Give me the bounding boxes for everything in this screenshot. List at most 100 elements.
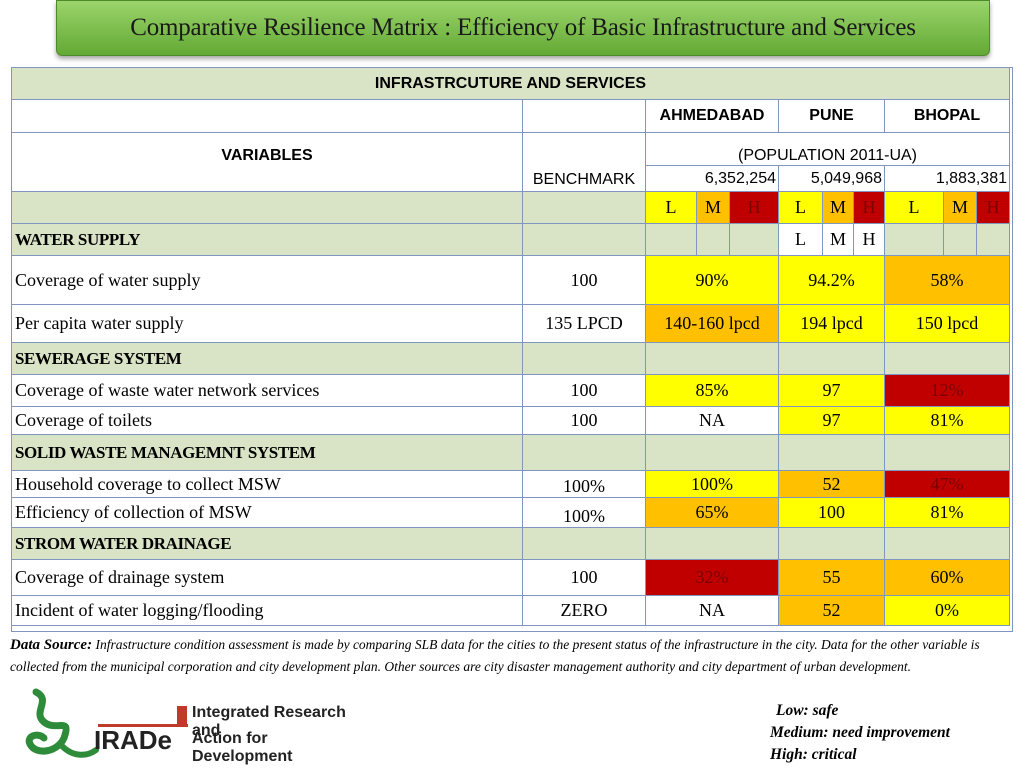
scale-medium: M [944,192,977,224]
legend: Low: safe Medium: need improvement High:… [770,700,950,766]
city-pune-header: PUNE [779,100,885,133]
logo-line1: Integrated Research and [192,704,346,739]
empty-cell [885,435,1010,471]
benchmark-flooding: ZERO [523,596,646,626]
empty-cell [523,100,646,133]
bhopal-drainage: 60% [885,560,1010,596]
row-label-drainage: Coverage of drainage system [12,560,523,596]
row-label-per-capita: Per capita water supply [12,305,523,343]
bhopal-msw-coverage: 47% [885,471,1010,498]
bhopal-flooding: 0% [885,596,1010,626]
benchmark-wastewater: 100 [523,375,646,407]
bhopal-wastewater: 12% [885,375,1010,407]
empty-cell [523,224,646,256]
empty-cell [523,528,646,560]
resilience-matrix-table: INFRASTRCUTURE AND SERVICES AHMEDABAD PU… [11,67,1013,632]
irade-emblem-icon [25,688,99,758]
city-ahmedabad-header: AHMEDABAD [646,100,779,133]
benchmark-per-capita: 135 LPCD [523,305,646,343]
empty-cell [885,343,1010,375]
empty-cell [885,224,944,256]
section-solid-waste: SOLID WASTE MANAGEMNT SYSTEM [12,435,523,471]
scale-medium: M [697,192,730,224]
ahmedabad-flooding: NA [646,596,779,626]
pune-msw-coverage: 52 [779,471,885,498]
empty-cell [885,528,1010,560]
empty-cell [730,224,779,256]
row-label-toilets: Coverage of toilets [12,407,523,435]
empty-cell [779,343,885,375]
bhopal-msw-efficiency: 81% [885,498,1010,528]
pune-per-capita: 194 lpcd [779,305,885,343]
benchmark-toilets: 100 [523,407,646,435]
ahmedabad-msw-coverage: 100% [646,471,779,498]
benchmark-drainage: 100 [523,560,646,596]
pune-water-coverage: 94.2% [779,256,885,305]
bhopal-water-coverage: 58% [885,256,1010,305]
logo-line2: Action for Development [192,730,293,765]
logo-red-bar [177,706,187,724]
row-label-msw-coverage: Household coverage to collect MSW [12,471,523,498]
section-sewerage: SEWERAGE SYSTEM [12,343,523,375]
ahmedabad-drainage: 32% [646,560,779,596]
pune-scale-medium: M [823,224,854,256]
empty-cell [646,528,779,560]
empty-cell [697,224,730,256]
logo-red-rule [98,724,188,727]
ahmedabad-water-coverage: 90% [646,256,779,305]
section-water-supply: WATER SUPPLY [12,224,523,256]
scale-high: H [977,192,1010,224]
scale-medium: M [823,192,854,224]
empty-cell [646,435,779,471]
empty-cell [646,224,697,256]
row-label-flooding: Incident of water logging/flooding [12,596,523,626]
data-source-note: Data Source: Infrastructure condition as… [10,634,1015,678]
scale-low: L [885,192,944,224]
pune-scale-high: H [854,224,885,256]
row-label-msw-efficiency: Efficiency of collection of MSW [12,498,523,528]
ahmedabad-wastewater: 85% [646,375,779,407]
empty-cell [523,192,646,224]
ahmedabad-toilets: NA [646,407,779,435]
legend-medium: Medium: need improvement [770,724,950,741]
variables-header: VARIABLES [12,133,523,192]
ahmedabad-msw-efficiency: 65% [646,498,779,528]
pune-scale-low: L [779,224,823,256]
population-pune: 5,049,968 [779,166,885,192]
pune-msw-efficiency: 100 [779,498,885,528]
ahmedabad-per-capita: 140-160 lpcd [646,305,779,343]
empty-cell [779,528,885,560]
benchmark-msw-efficiency: 100% [523,498,646,528]
scale-high: H [730,192,779,224]
empty-cell [646,343,779,375]
scale-high: H [854,192,885,224]
section-storm-water: STROM WATER DRAINAGE [12,528,523,560]
logo-brand: IRADe [94,725,173,755]
row-label-wastewater: Coverage of waste water network services [12,375,523,407]
page-title: Comparative Resilience Matrix : Efficien… [130,14,916,41]
benchmark-water-coverage: 100 [523,256,646,305]
benchmark-header: BENCHMARK [523,133,646,192]
population-ahmedabad: 6,352,254 [646,166,779,192]
benchmark-msw-coverage: 100% [523,471,646,498]
row-label-water-coverage: Coverage of water supply [12,256,523,305]
data-source-label: Data Source: [10,637,93,653]
empty-cell [944,224,977,256]
bhopal-toilets: 81% [885,407,1010,435]
empty-cell [523,435,646,471]
pune-wastewater: 97 [779,375,885,407]
scale-low: L [646,192,697,224]
bhopal-per-capita: 150 lpcd [885,305,1010,343]
city-bhopal-header: BHOPAL [885,100,1010,133]
table-main-header: INFRASTRCUTURE AND SERVICES [12,68,1010,100]
legend-high: High: critical [770,746,857,763]
empty-cell [977,224,1010,256]
empty-cell [12,100,523,133]
title-banner: Comparative Resilience Matrix : Efficien… [56,0,990,56]
pune-flooding: 52 [779,596,885,626]
scale-low: L [779,192,823,224]
legend-low: Low: safe [776,702,839,719]
empty-cell [779,435,885,471]
irade-logo: Integrated Research and IRADe Action for… [22,686,372,766]
population-bhopal: 1,883,381 [885,166,1010,192]
